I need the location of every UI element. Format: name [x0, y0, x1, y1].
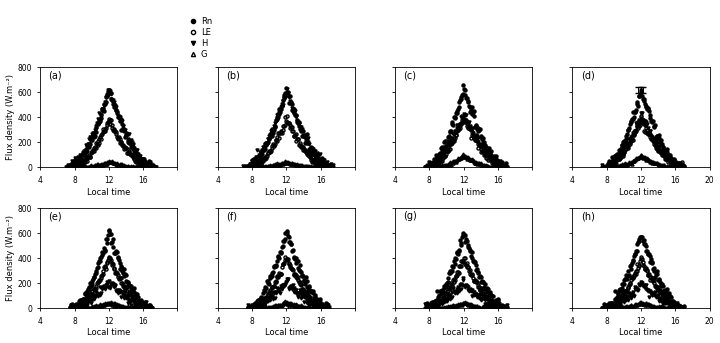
- X-axis label: Local time: Local time: [264, 329, 308, 338]
- Legend: Rn, LE, H, G: Rn, LE, H, G: [189, 16, 212, 59]
- Text: (f): (f): [226, 211, 237, 221]
- X-axis label: Local time: Local time: [619, 188, 662, 197]
- Text: (c): (c): [403, 70, 416, 80]
- X-axis label: Local time: Local time: [442, 329, 485, 338]
- Text: (a): (a): [48, 70, 62, 80]
- X-axis label: Local time: Local time: [87, 329, 130, 338]
- X-axis label: Local time: Local time: [87, 188, 130, 197]
- Text: (d): (d): [581, 70, 595, 80]
- Text: (b): (b): [226, 70, 240, 80]
- Text: (g): (g): [403, 211, 417, 221]
- X-axis label: Local time: Local time: [264, 188, 308, 197]
- Text: (e): (e): [48, 211, 62, 221]
- Text: (h): (h): [581, 211, 595, 221]
- Y-axis label: Flux density (W.m⁻²): Flux density (W.m⁻²): [6, 74, 14, 161]
- X-axis label: Local time: Local time: [442, 188, 485, 197]
- Y-axis label: Flux density (W.m⁻²): Flux density (W.m⁻²): [6, 215, 14, 301]
- X-axis label: Local time: Local time: [619, 329, 662, 338]
